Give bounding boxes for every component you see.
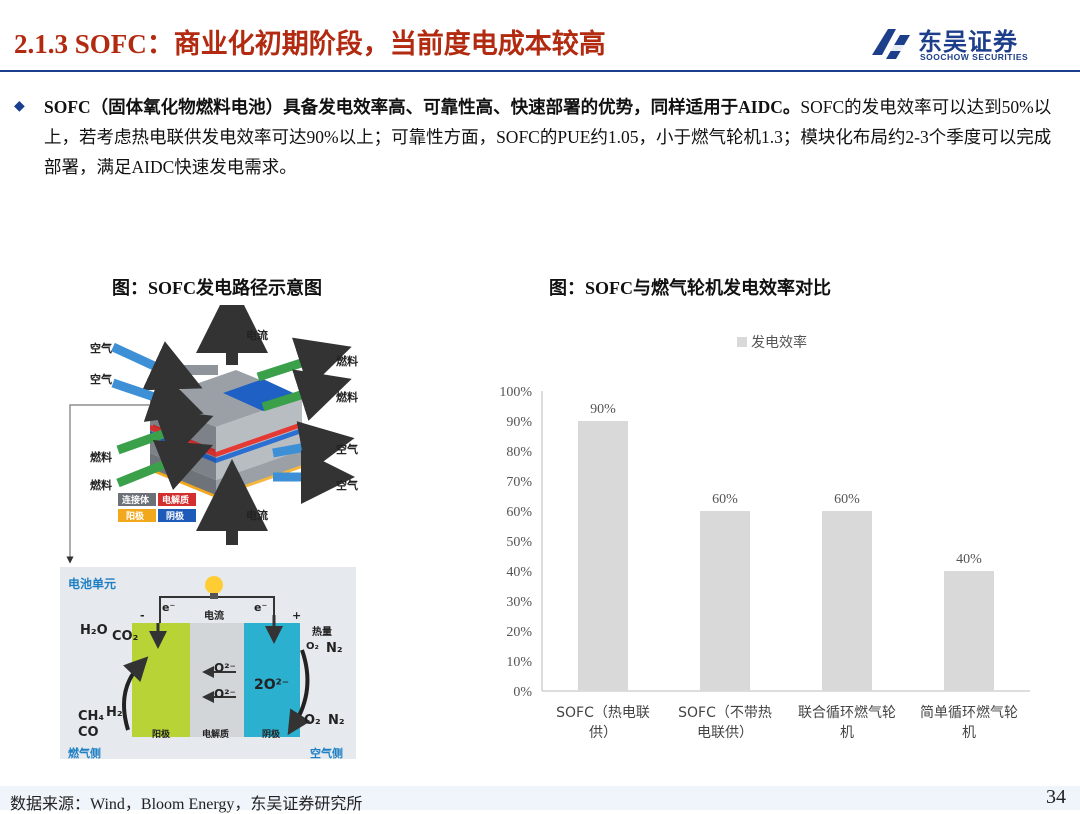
label-o2-bot: O₂ xyxy=(304,713,321,728)
y-tick-label: 0% xyxy=(513,685,532,700)
company-logo: 东吴证券 SOOCHOW SECURITIES xyxy=(868,22,1068,64)
cell-unit-title: 电池单元 xyxy=(68,577,117,591)
page-number: 34 xyxy=(1046,786,1066,808)
page-title: 2.1.3 SOFC：商业化初期阶段，当前度电成本较高 xyxy=(14,29,606,59)
bar-value-label: 60% xyxy=(712,492,738,507)
label-air-1: 空气 xyxy=(90,342,112,355)
x-tick-label: 机 xyxy=(840,725,854,741)
bullet-paragraph: ◆ SOFC（固体氧化物燃料电池）具备发电效率高、可靠性高、快速部署的优势，同样… xyxy=(14,92,1066,182)
label-o2-ion-2: O²⁻ xyxy=(214,687,236,701)
bullet-bold-text: SOFC（固体氧化物燃料电池）具备发电效率高、可靠性高、快速部署的优势，同样适用… xyxy=(44,97,801,117)
bar-value-label: 60% xyxy=(834,492,860,507)
legend-electrolyte: 电解质 xyxy=(162,496,190,506)
label-current: 电流 xyxy=(204,611,224,622)
bullet-text: SOFC（固体氧化物燃料电池）具备发电效率高、可靠性高、快速部署的优势，同样适用… xyxy=(44,92,1066,182)
label-minus: - xyxy=(140,609,145,622)
y-tick-label: 90% xyxy=(506,415,532,430)
label-current-in: 电流 xyxy=(246,509,268,522)
label-air-4: 空气 xyxy=(336,479,358,492)
label-fuel-2: 燃料 xyxy=(336,391,358,404)
logo-english-text: SOOCHOW SECURITIES xyxy=(920,52,1029,62)
bar xyxy=(944,571,994,691)
x-tick-label: 电联供） xyxy=(697,725,753,741)
y-tick-label: 30% xyxy=(506,595,532,610)
bullet-body-text: SOFC的发电效率可以达到50%以上，若考虑热电联供发电效率可达90%以上；可靠… xyxy=(44,97,1052,177)
label-e-right: e⁻ xyxy=(254,601,268,614)
diamond-bullet-icon: ◆ xyxy=(14,99,25,114)
y-tick-label: 10% xyxy=(506,655,532,670)
label-air-3: 空气 xyxy=(336,443,358,456)
label-h2o: H₂O xyxy=(80,623,108,638)
label-electrolyte: 电解质 xyxy=(202,730,230,740)
label-current-out: 电流 xyxy=(246,329,268,342)
label-n2-top: N₂ xyxy=(326,641,343,656)
bar-value-label: 40% xyxy=(956,552,982,567)
label-h2: H₂ xyxy=(106,705,123,720)
efficiency-bar-chart: 发电效率 0% 10% 20% 30% 40% 50% 60% 70% 80% 90% 100% 90%… xyxy=(482,325,1042,755)
label-o2-top: O₂ xyxy=(306,641,319,652)
x-tick-label: 联合循环燃气轮 xyxy=(798,704,896,721)
data-source: 数据来源：Wind，Bloom Energy，东吴证券研究所 xyxy=(10,796,363,813)
logo-chinese-text: 东吴证券 xyxy=(918,28,1018,56)
y-tick-label: 80% xyxy=(506,445,532,460)
legend-interconnect: 连接体 xyxy=(122,496,150,506)
label-anode: 阳极 xyxy=(152,730,171,740)
sofc-stack-illustration xyxy=(60,281,356,759)
y-tick-label: 100% xyxy=(499,385,532,400)
label-fuel-1: 燃料 xyxy=(336,355,358,368)
label-fuel-4: 燃料 xyxy=(90,479,112,492)
label-e-left: e⁻ xyxy=(162,601,176,614)
x-tick-label: SOFC（热电联 xyxy=(556,705,650,721)
legend-swatch xyxy=(737,337,747,347)
x-tick-label: 供） xyxy=(589,725,617,741)
y-tick-label: 20% xyxy=(506,625,532,640)
chart-svg: 发电效率 0% 10% 20% 30% 40% 50% 60% 70% 80% 90% 100% 90%… xyxy=(499,334,1030,741)
sofc-diagram: 空气 空气 燃料 燃料 燃料 燃料 空气 空气 电流 电流 连接体 电解质 阳极… xyxy=(58,281,376,765)
label-heat: 热量 xyxy=(312,627,332,638)
title-divider xyxy=(0,70,1080,72)
y-tick-label: 40% xyxy=(506,565,532,580)
label-ch4: CH₄ xyxy=(78,709,105,724)
label-plus: + xyxy=(292,609,302,622)
bar-value-label: 90% xyxy=(590,402,616,417)
label-n2-bot: N₂ xyxy=(328,713,345,728)
label-cathode: 阴极 xyxy=(262,730,281,740)
label-co: CO xyxy=(78,725,99,740)
right-figure-caption: 图：SOFC与燃气轮机发电效率对比 xyxy=(548,278,831,298)
bar xyxy=(822,511,872,691)
y-tick-label: 60% xyxy=(506,505,532,520)
legend-cathode: 阴极 xyxy=(166,512,185,522)
x-tick-label: 机 xyxy=(962,725,976,741)
x-tick-label: SOFC（不带热 xyxy=(678,705,772,721)
bar xyxy=(578,421,628,691)
legend-anode: 阳极 xyxy=(126,512,145,522)
label-fuel-side: 燃气侧 xyxy=(68,747,101,760)
x-tick-label: 简单循环燃气轮 xyxy=(920,704,1018,721)
y-tick-label: 70% xyxy=(506,475,532,490)
label-air-side: 空气侧 xyxy=(310,747,343,760)
logo-mark-icon xyxy=(872,29,910,59)
legend-label: 发电效率 xyxy=(751,334,807,351)
label-air-2: 空气 xyxy=(90,373,112,386)
left-figure-caption: 图：SOFC发电路径示意图 xyxy=(111,278,322,298)
label-o2-ion-1: O²⁻ xyxy=(214,661,236,675)
bar xyxy=(700,511,750,691)
y-tick-label: 50% xyxy=(506,535,532,550)
label-co2: CO₂ xyxy=(112,629,139,644)
label-2o2-ion: 2O²⁻ xyxy=(254,677,290,693)
label-fuel-3: 燃料 xyxy=(90,451,112,464)
